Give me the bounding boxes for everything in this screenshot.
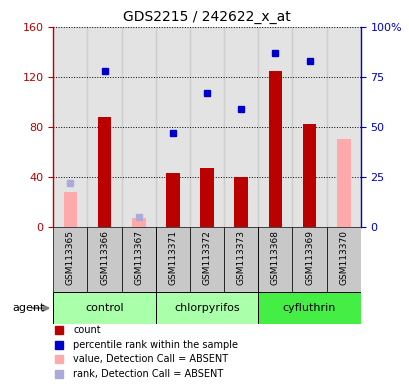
Bar (268, 71, 281, 227)
Text: value, Detection Call = ABSENT: value, Detection Call = ABSENT (73, 354, 228, 364)
Text: GSM113369: GSM113369 (304, 230, 313, 285)
Text: GSM113365: GSM113365 (66, 230, 75, 285)
Bar (155, 292, 258, 324)
Text: control: control (85, 303, 124, 313)
Bar (258, 27, 292, 227)
Bar (302, 124, 316, 227)
Text: chlorpyrifos: chlorpyrifos (174, 303, 239, 313)
Text: GSM113373: GSM113373 (236, 230, 245, 285)
Bar (189, 27, 224, 227)
Text: GSM113370: GSM113370 (338, 230, 347, 285)
Bar (234, 177, 247, 227)
Text: percentile rank within the sample: percentile rank within the sample (73, 339, 238, 349)
Text: GSM113372: GSM113372 (202, 230, 211, 285)
Bar (87, 227, 121, 292)
Text: count: count (73, 325, 101, 335)
Bar (189, 227, 224, 292)
Bar (336, 139, 350, 227)
Text: GSM113371: GSM113371 (168, 230, 177, 285)
Bar (53, 227, 87, 292)
Bar (53, 292, 155, 324)
Text: cyfluthrin: cyfluthrin (282, 303, 335, 313)
Bar (258, 227, 292, 292)
Text: GSM113366: GSM113366 (100, 230, 109, 285)
Bar (292, 27, 326, 227)
Bar (63, 192, 77, 227)
Text: agent: agent (13, 303, 45, 313)
Bar (326, 227, 360, 292)
Bar (224, 227, 258, 292)
Bar (166, 173, 179, 227)
Bar (87, 27, 121, 227)
Bar (97, 117, 111, 227)
Text: rank, Detection Call = ABSENT: rank, Detection Call = ABSENT (73, 369, 223, 379)
Bar (224, 27, 258, 227)
Bar (155, 227, 189, 292)
Bar (121, 27, 155, 227)
Bar (326, 27, 360, 227)
Bar (53, 27, 87, 227)
Bar (292, 227, 326, 292)
Bar (121, 227, 155, 292)
Text: GSM113367: GSM113367 (134, 230, 143, 285)
Bar (200, 168, 213, 227)
Bar (155, 27, 189, 227)
Bar (258, 292, 360, 324)
Title: GDS2215 / 242622_x_at: GDS2215 / 242622_x_at (123, 10, 290, 25)
Bar (132, 218, 145, 227)
Text: GSM113368: GSM113368 (270, 230, 279, 285)
